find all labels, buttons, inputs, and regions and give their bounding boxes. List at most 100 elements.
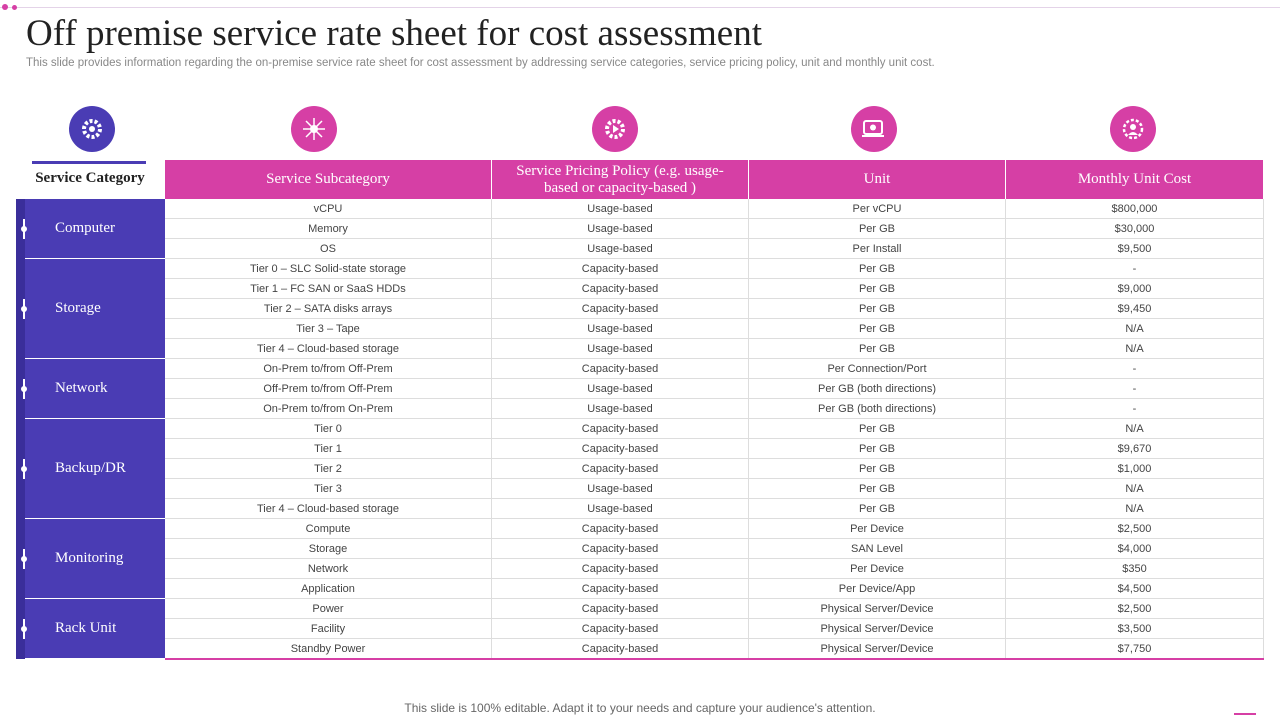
timeline-tick [23,219,25,239]
category-cell: Network [25,359,165,419]
category-cell: Computer [25,199,165,259]
icon [291,106,337,152]
table-cell: Compute [165,519,492,539]
header-rule [32,161,146,164]
icon-glyph [1122,118,1144,140]
table-cell: Capacity-based [492,559,749,579]
table-cell: $7,750 [1006,639,1264,659]
table-cell: $800,000 [1006,199,1264,219]
table-cell: $9,000 [1006,279,1264,299]
table-cell: N/A [1006,319,1264,339]
icon [592,106,638,152]
dot [2,4,8,10]
table-cell: Tier 4 – Cloud-based storage [165,339,492,359]
table-cell: OS [165,239,492,259]
table-cell: Tier 3 – Tape [165,319,492,339]
table-cell: SAN Level [749,539,1006,559]
icon-glyph [303,118,325,140]
table-cell: Capacity-based [492,639,749,659]
category-cell: Monitoring [25,519,165,599]
table-cell: Capacity-based [492,279,749,299]
table-cell: On-Prem to/from Off-Prem [165,359,492,379]
table-cell: Per GB [749,259,1006,279]
table-cell: Usage-based [492,339,749,359]
table-cell: Tier 1 – FC SAN or SaaS HDDs [165,279,492,299]
table-cell: Tier 0 [165,419,492,439]
table-cell: Per Device [749,519,1006,539]
table-cell: Per GB [749,459,1006,479]
icon-glyph [82,119,102,139]
table-cell: Tier 2 [165,459,492,479]
footer-note: This slide is 100% editable. Adapt it to… [404,701,876,715]
table-cell: Usage-based [492,199,749,219]
table-cell: Usage-based [492,399,749,419]
table-cell: Power [165,599,492,619]
table-cell: $2,500 [1006,519,1264,539]
table-cell: Per GB [749,479,1006,499]
table-cell: Tier 0 – SLC Solid-state storage [165,259,492,279]
table-cell: Per vCPU [749,199,1006,219]
title: Off premise service rate sheet for cost … [26,13,762,54]
table-cell: Usage-based [492,319,749,339]
table-cell: Standby Power [165,639,492,659]
table-cell: Capacity-based [492,599,749,619]
table-cell: N/A [1006,339,1264,359]
table-cell: Capacity-based [492,359,749,379]
table-cell: $350 [1006,559,1264,579]
table-cell: Tier 4 – Cloud-based storage [165,499,492,519]
table-cell: - [1006,359,1264,379]
table-cell: Capacity-based [492,299,749,319]
table-cell: - [1006,259,1264,279]
icon [1110,106,1156,152]
table-cell: Capacity-based [492,579,749,599]
timeline-tick [23,379,25,399]
table-cell: $2,500 [1006,599,1264,619]
table-cell: Storage [165,539,492,559]
column-header: Unit [749,160,1006,199]
column-header: Service Pricing Policy (e.g. usage-based… [492,160,749,199]
category-strip [16,199,25,659]
table-cell: Per Install [749,239,1006,259]
table-cell: $9,500 [1006,239,1264,259]
timeline-tick [23,459,25,479]
table-cell: Application [165,579,492,599]
table-cell: Per GB [749,499,1006,519]
table-cell: Capacity-based [492,259,749,279]
table-cell: - [1006,379,1264,399]
table-cell: Capacity-based [492,619,749,639]
category-cell: Storage [25,259,165,359]
table-cell: Facility [165,619,492,639]
table-cell: Physical Server/Device [749,619,1006,639]
table-cell: Off-Prem to/from Off-Prem [165,379,492,399]
table-cell: $1,000 [1006,459,1264,479]
table-cell: Usage-based [492,499,749,519]
table-cell: Per GB [749,299,1006,319]
column-header: Service Subcategory [165,160,492,199]
icon [69,106,115,152]
timeline-tick [23,619,25,639]
table-cell: Per Connection/Port [749,359,1006,379]
table-cell: Per GB [749,439,1006,459]
icon-glyph [605,119,625,139]
table-cell: - [1006,399,1264,419]
table-cell: Per GB [749,319,1006,339]
table-cell: Physical Server/Device [749,599,1006,619]
icon [851,106,897,152]
table-cell: Usage-based [492,239,749,259]
table-cell: On-Prem to/from On-Prem [165,399,492,419]
table-cell: Per GB [749,339,1006,359]
table-cell: N/A [1006,499,1264,519]
table-cell: Per GB [749,279,1006,299]
table-cell: Usage-based [492,219,749,239]
table-cell: Per Device/App [749,579,1006,599]
table-cell: N/A [1006,479,1264,499]
corner-rule [1234,713,1256,715]
table-bottom-rule [165,658,1264,660]
table-cell: N/A [1006,419,1264,439]
icon-glyph [862,120,884,137]
table-cell: Capacity-based [492,459,749,479]
top-rule [0,7,1280,8]
category-cell: Backup/DR [25,419,165,519]
category-header: Service Category [35,170,145,186]
